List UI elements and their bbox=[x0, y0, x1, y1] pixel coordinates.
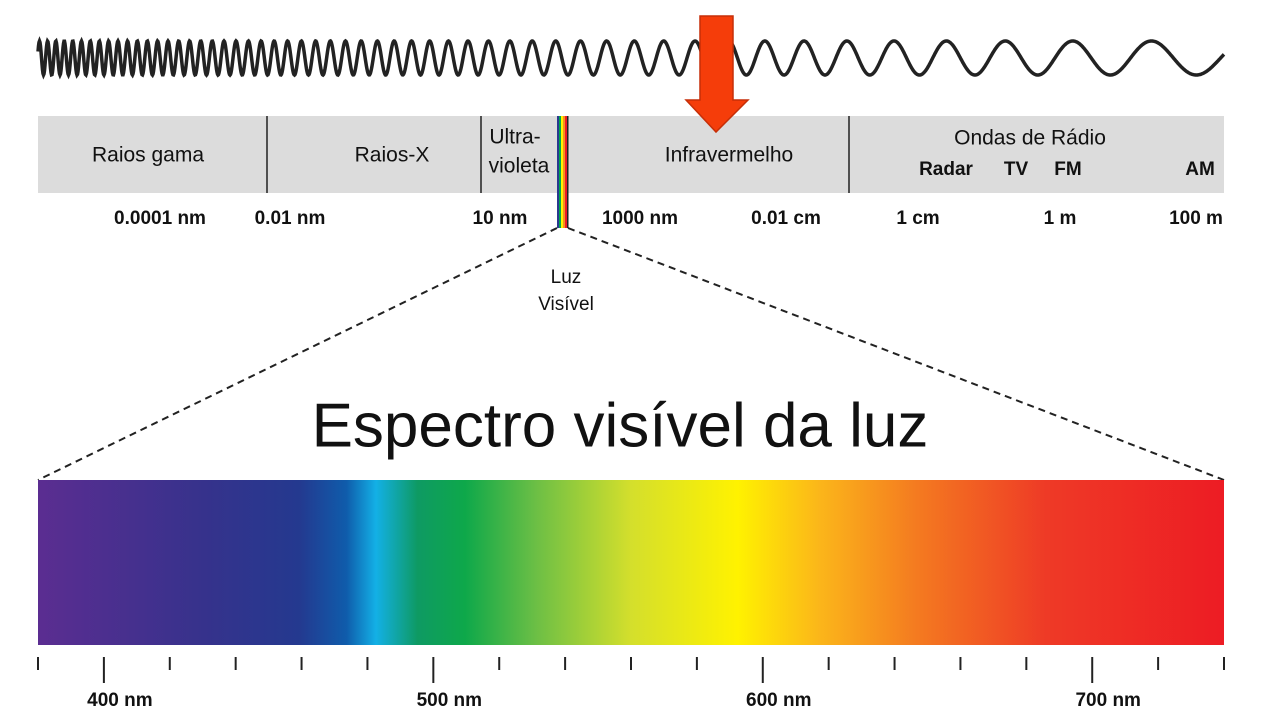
red-arrow bbox=[684, 15, 750, 134]
zoom-line bbox=[567, 227, 1225, 481]
region-label: Raios gama bbox=[92, 144, 204, 167]
visible-strip bbox=[557, 116, 569, 228]
wavelength-axis: 400 nm 500 nm 600 nm 700 nm bbox=[37, 657, 1225, 711]
scale-label: 0.01 cm bbox=[751, 208, 821, 229]
region-label: Raios-X bbox=[355, 144, 430, 167]
zoom-line bbox=[37, 227, 558, 481]
title: Espectro visível da luz bbox=[312, 391, 929, 460]
scale-label: 0.01 nm bbox=[255, 208, 326, 229]
region-label: Ultra- bbox=[489, 126, 540, 149]
scale-label: 1 m bbox=[1044, 208, 1077, 229]
spectrum-band bbox=[38, 116, 1224, 193]
scale-label: 1000 nm bbox=[602, 208, 678, 229]
wavelength-label: 600 nm bbox=[746, 690, 811, 711]
region-label: Ondas de Rádio bbox=[954, 127, 1106, 150]
wavelength-label: 700 nm bbox=[1075, 690, 1140, 711]
scale-label: 0.0001 nm bbox=[114, 208, 206, 229]
visible-spectrum bbox=[38, 480, 1224, 645]
wavelength-label: 400 nm bbox=[87, 690, 152, 711]
scale-label: 1 cm bbox=[896, 208, 939, 229]
wave bbox=[36, 36, 1226, 80]
region-label: Infravermelho bbox=[665, 144, 793, 167]
visible-label: Luz bbox=[551, 267, 582, 288]
visible-label: Visível bbox=[538, 294, 594, 315]
scale-label: 10 nm bbox=[473, 208, 528, 229]
wavelength-label: 500 nm bbox=[417, 690, 482, 711]
band-label: TV bbox=[1004, 159, 1029, 180]
band-label: Radar bbox=[919, 159, 973, 180]
band-label: FM bbox=[1054, 159, 1081, 180]
band-label: AM bbox=[1185, 159, 1215, 180]
scale-label: 100 m bbox=[1169, 208, 1223, 229]
region-label: violeta bbox=[489, 155, 550, 178]
